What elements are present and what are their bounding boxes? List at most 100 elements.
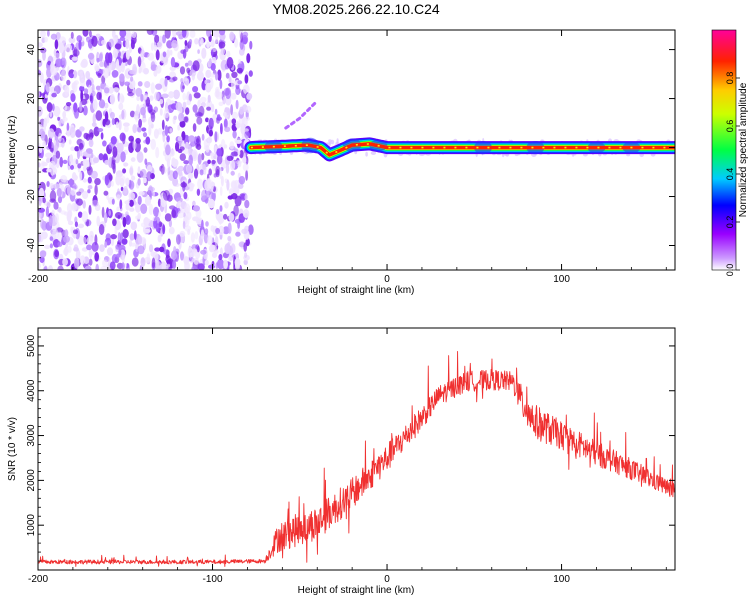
spectrogram-cell: [57, 116, 60, 121]
spectrogram-cell: [47, 30, 50, 37]
snr-panel: -200 -100 0 100 1000 2000 3000 4000 5000 Height …: [7, 327, 676, 596]
spectrogram-cell: [169, 49, 173, 56]
spectrogram-cell: [205, 117, 209, 123]
spectrogram-cell: [99, 244, 105, 253]
spectrogram-cell: [138, 118, 143, 128]
spectrogram-cell: [243, 259, 248, 265]
spectrogram-cell: [157, 234, 162, 243]
spectrogram-cell: [129, 233, 135, 241]
spectrogram-cell: [164, 30, 171, 39]
snr-ytick-label: 2000: [26, 469, 37, 492]
spectrogram-cell: [116, 142, 124, 153]
spectrogram-cell: [207, 198, 215, 209]
spectrogram-cell: [197, 263, 205, 270]
spectrogram-cell: [167, 165, 171, 176]
spectrogram-cell: [96, 91, 102, 101]
spectrogram-cell: [171, 250, 177, 261]
spectrogram-cell: [103, 212, 108, 224]
spectrogram-cell: [116, 194, 121, 201]
snr-series-line: [38, 351, 675, 567]
spectrogram-cell: [125, 202, 130, 211]
spectrogram-cell: [57, 265, 64, 270]
spectrogram-cell: [135, 215, 141, 220]
spectrogram-cell: [48, 265, 53, 270]
spectrogram-cell: [38, 59, 43, 68]
spectrogram-cell: [140, 93, 144, 102]
spectrogram-cell: [208, 168, 212, 176]
spectrogram-cell: [95, 263, 99, 270]
colorbar-tick-label: 0.0: [725, 264, 735, 277]
spectrogram-cell: [140, 222, 145, 228]
spectrogram-cell: [229, 141, 235, 150]
spectrogram-cell: [119, 36, 126, 41]
spectrogram-cell: [237, 63, 243, 70]
spectrogram-cell: [133, 230, 137, 241]
spectrogram-cell: [72, 70, 78, 79]
spectrogram-cell: [173, 89, 180, 100]
spectrogram-cell: [188, 93, 192, 102]
spectrogram-cell: [46, 102, 53, 113]
spectrogram-cell: [210, 39, 215, 48]
spectrogram-cell: [38, 198, 42, 207]
spectrogram-cell: [167, 238, 171, 248]
spectrogram-cell: [122, 229, 129, 239]
spectrogram-cell: [98, 153, 104, 161]
spectrogram-cell: [86, 244, 92, 251]
spectrogram-cell: [162, 131, 166, 143]
spectrogram-cell: [91, 35, 98, 47]
spectrogram-cell: [153, 70, 158, 77]
spectrogram-cell: [103, 85, 110, 96]
spectrogram-ytick-label: 0: [26, 144, 37, 150]
spectrogram-cell: [184, 40, 188, 46]
spectrogram-cell: [124, 263, 127, 268]
spectrogram-cell: [193, 92, 201, 99]
spectrogram-cell: [132, 140, 137, 150]
spectrogram-cell: [130, 221, 138, 231]
spectrogram-cell: [218, 101, 224, 107]
spectrogram-cell: [137, 178, 141, 186]
spectrogram-cell: [210, 49, 214, 57]
spectrogram-cell: [109, 93, 116, 105]
spectrogram-cell: [99, 53, 103, 62]
spectrogram-cell: [184, 203, 191, 214]
spectrogram-cell: [183, 160, 190, 165]
spectrogram-cell: [60, 175, 68, 183]
spectrogram-cell: [207, 94, 211, 103]
spectrogram-cell: [112, 146, 118, 158]
spectrogram-cell: [235, 99, 239, 110]
spectrogram-cell: [114, 43, 122, 50]
spectrogram-cell: [237, 150, 241, 156]
spectrogram-cell: [172, 170, 178, 180]
spectrogram-cell: [82, 178, 88, 183]
spectrogram-cell: [103, 190, 109, 196]
spectrogram-cell: [144, 81, 151, 88]
spectrogram-cell: [182, 77, 188, 82]
spectrogram-cell: [115, 244, 121, 250]
spectrogram-cell: [175, 141, 180, 152]
spectrogram-cell: [148, 124, 152, 136]
spectrogram-cell: [99, 61, 104, 67]
spectrogram-cell: [66, 122, 70, 131]
spectrogram-cell: [110, 234, 117, 240]
spectrogram-cell: [153, 44, 158, 52]
spectrogram-cell: [231, 79, 235, 90]
spectrogram-cell: [242, 84, 250, 95]
spectrogram-cell: [191, 248, 198, 254]
spectrogram-cell: [104, 175, 110, 186]
spectrogram-cell: [189, 182, 193, 187]
spectrogram-cell: [110, 136, 117, 145]
spectrogram-cell: [177, 200, 182, 206]
spectrogram-cell: [214, 131, 218, 143]
spectrogram-cell: [169, 128, 173, 133]
spectrogram-cell: [194, 38, 199, 45]
spectrogram-cell: [108, 209, 111, 216]
snr-ytick-label: 5000: [26, 334, 37, 357]
spectrogram-cell: [207, 60, 212, 68]
spectrogram-cell: [222, 96, 226, 105]
spectrogram-cell: [140, 203, 148, 214]
spectrogram-cell: [108, 86, 114, 94]
spectrogram-cell: [150, 138, 156, 150]
spectrogram-cell: [137, 166, 141, 175]
spectrogram-cell: [143, 217, 150, 226]
